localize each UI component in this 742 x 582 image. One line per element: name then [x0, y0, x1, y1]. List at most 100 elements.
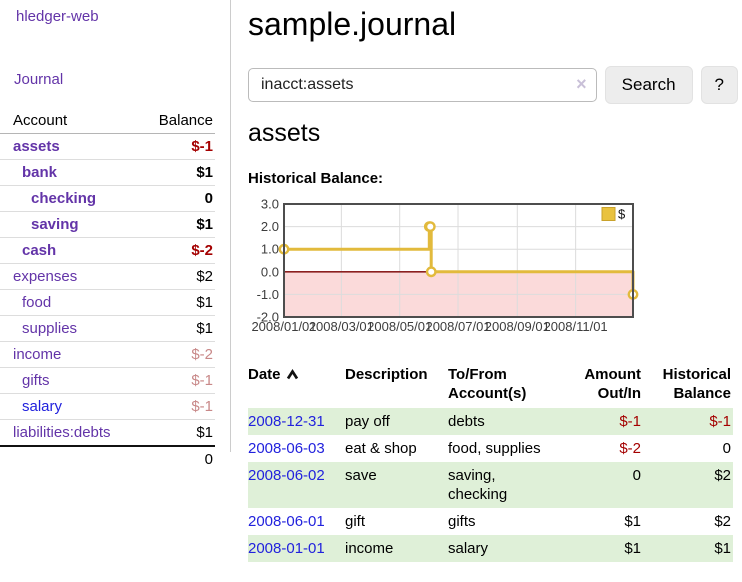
transaction-date-link[interactable]: 2008-12-31 [248, 413, 325, 430]
account-link[interactable]: bank [22, 164, 57, 181]
main-content: sample.journal × Search ? assets Histori… [248, 0, 738, 562]
transaction-balance: $-1 [643, 408, 733, 435]
y-axis-tick-label: 0.0 [261, 264, 279, 279]
account-row: salary $-1 [0, 394, 215, 420]
transaction-accounts: gifts [448, 508, 577, 535]
register-header-date[interactable]: Date [248, 363, 345, 408]
account-balance: $1 [196, 216, 213, 233]
page-title: sample.journal [248, 4, 738, 44]
transaction-date-link[interactable]: 2008-06-03 [248, 440, 325, 457]
transaction-date-link[interactable]: 2008-01-01 [248, 540, 325, 557]
account-balance: $2 [196, 268, 213, 285]
account-link[interactable]: saving [31, 216, 79, 233]
y-axis-tick-label: 3.0 [261, 197, 279, 212]
search-input[interactable] [248, 68, 597, 102]
account-link[interactable]: income [13, 346, 61, 363]
account-balance: $-1 [191, 372, 213, 389]
transaction-balance: $1 [643, 535, 733, 562]
account-balance: $-2 [191, 242, 213, 259]
accounts-table: Account Balance assets$-1bank$1checking0… [0, 108, 215, 472]
y-axis-tick-label: -1.0 [257, 287, 279, 302]
account-row: liabilities:debts $1 [0, 420, 215, 447]
historical-balance-chart: $3.02.01.00.0-1.0-2.02008/01/012008/03/0… [248, 191, 738, 343]
account-balance: $1 [196, 424, 213, 441]
search-form: × Search ? [248, 66, 738, 104]
account-row: assets$-1 [0, 134, 215, 160]
account-row: bank $1 [0, 160, 215, 186]
chart-title: Historical Balance: [248, 170, 738, 187]
account-balance: $1 [196, 294, 213, 311]
register-row: 2008-06-02 savesaving, checking0$2 [248, 462, 733, 508]
x-axis-tick-label: 2008/09/01 [485, 319, 550, 334]
transaction-amount: 0 [577, 462, 643, 508]
account-row: saving $1 [0, 212, 215, 238]
account-link[interactable]: cash [22, 242, 56, 259]
legend-series-label: $ [618, 207, 626, 222]
transaction-amount: $1 [577, 508, 643, 535]
transaction-amount: $-1 [577, 408, 643, 435]
transaction-date-link[interactable]: 2008-06-02 [248, 467, 325, 484]
register-header-tofrom: To/FromAccount(s) [448, 363, 577, 408]
account-row: checking 0 [0, 186, 215, 212]
transaction-date-link[interactable]: 2008-06-01 [248, 513, 325, 530]
account-row: food $1 [0, 290, 215, 316]
register-row: 2008-01-01incomesalary$1$1 [248, 535, 733, 562]
register-row: 2008-06-01giftgifts$1$2 [248, 508, 733, 535]
account-balance: $-2 [191, 346, 213, 363]
search-input-wrap: × [248, 68, 597, 102]
app-brand-link[interactable]: hledger-web [16, 8, 230, 25]
account-link[interactable]: assets [13, 138, 60, 155]
sidebar-item-journal[interactable]: Journal [14, 71, 230, 88]
transaction-accounts: salary [448, 535, 577, 562]
search-button[interactable]: Search [605, 66, 693, 104]
transaction-description: pay off [345, 408, 448, 435]
account-link[interactable]: checking [31, 190, 96, 207]
transaction-balance: $2 [643, 462, 733, 508]
account-balance: $1 [196, 164, 213, 181]
account-link[interactable]: liabilities:debts [13, 424, 111, 441]
transaction-amount: $-2 [577, 435, 643, 462]
register-header-description: Description [345, 363, 448, 408]
transaction-accounts: food, supplies [448, 435, 577, 462]
help-button[interactable]: ? [701, 66, 738, 104]
transaction-description: eat & shop [345, 435, 448, 462]
register-table-body: 2008-12-31pay offdebts$-1$-12008-06-03ea… [248, 408, 733, 562]
transaction-accounts: debts [448, 408, 577, 435]
account-link[interactable]: gifts [22, 372, 50, 389]
sidebar: hledger-web Journal Account Balance asse… [0, 0, 231, 452]
account-link[interactable]: expenses [13, 268, 77, 285]
register-row: 2008-12-31pay offdebts$-1$-1 [248, 408, 733, 435]
accounts-total-row: 0 [0, 446, 215, 472]
clear-search-icon[interactable]: × [576, 74, 587, 94]
transaction-description: income [345, 535, 448, 562]
account-link[interactable]: food [22, 294, 51, 311]
transaction-description: save [345, 462, 448, 508]
register-header-row: DateDescriptionTo/FromAccount(s)AmountOu… [248, 363, 733, 408]
accounts-total-balance: 0 [0, 446, 215, 472]
balance-chart-svg: $3.02.01.00.0-1.0-2.02008/01/012008/03/0… [248, 191, 668, 339]
x-axis-tick-label: 2008/07/01 [425, 319, 490, 334]
transaction-amount: $1 [577, 535, 643, 562]
x-axis-tick-label: 2008/01/01 [251, 319, 316, 334]
account-row: expenses $2 [0, 264, 215, 290]
account-link[interactable]: supplies [22, 320, 77, 337]
account-row: income $-2 [0, 342, 215, 368]
sort-ascending-chevron-up-icon [286, 369, 299, 380]
legend-series-color-swatch [602, 208, 615, 221]
accounts-header-account: Account [0, 108, 143, 134]
x-axis-tick-label: 2008/05/01 [367, 319, 432, 334]
accounts-table-body: assets$-1bank$1checking0saving$1cash$-2e… [0, 134, 215, 473]
transaction-description: gift [345, 508, 448, 535]
account-link[interactable]: salary [22, 398, 62, 415]
register-header-amount: AmountOut/In [577, 363, 643, 408]
account-row: supplies$1 [0, 316, 215, 342]
accounts-header-balance: Balance [143, 108, 215, 134]
y-axis-tick-label: 1.0 [261, 242, 279, 257]
transaction-accounts: saving, checking [448, 462, 577, 508]
transaction-balance: 0 [643, 435, 733, 462]
y-axis-tick-label: 2.0 [261, 219, 279, 234]
account-balance: $-1 [191, 398, 213, 415]
account-balance: 0 [205, 190, 213, 207]
accounts-header-row: Account Balance [0, 108, 215, 134]
account-row: gifts $-1 [0, 368, 215, 394]
